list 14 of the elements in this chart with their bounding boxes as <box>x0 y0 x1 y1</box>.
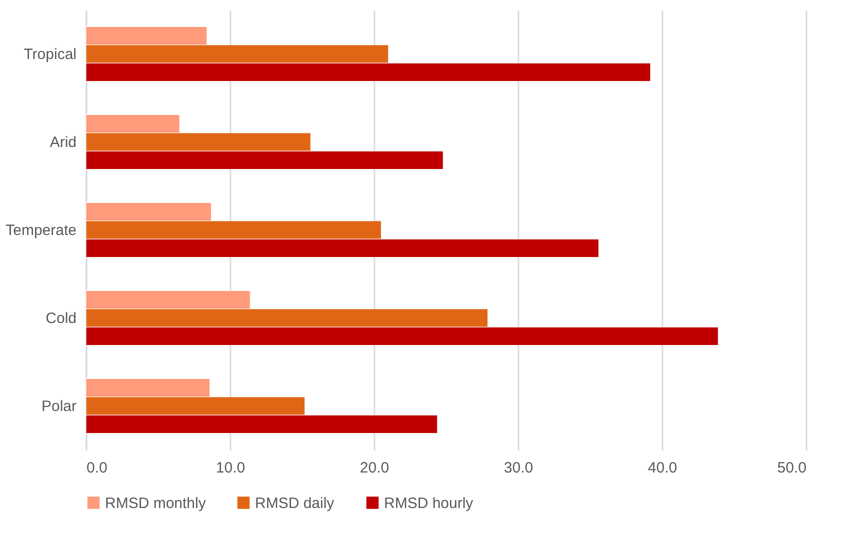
x-tick-label: 0.0 <box>86 460 108 476</box>
legend-label: RMSD monthly <box>105 494 206 512</box>
y-tick-label: Arid <box>50 134 76 151</box>
legend-label: RMSD hourly <box>384 494 474 512</box>
legend-label: RMSD daily <box>255 494 335 512</box>
x-tick-label: 50.0 <box>777 460 806 476</box>
y-tick-label: Polar <box>41 398 76 415</box>
x-tick-label: 10.0 <box>216 460 246 476</box>
y-tick-label: Temperate <box>6 222 76 239</box>
x-tick-label: 40.0 <box>648 460 678 476</box>
y-tick-label: Cold <box>46 310 76 327</box>
y-tick-label: Tropical <box>24 46 76 63</box>
x-tick-label: 20.0 <box>360 460 390 476</box>
x-tick-label: 30.0 <box>504 460 534 476</box>
